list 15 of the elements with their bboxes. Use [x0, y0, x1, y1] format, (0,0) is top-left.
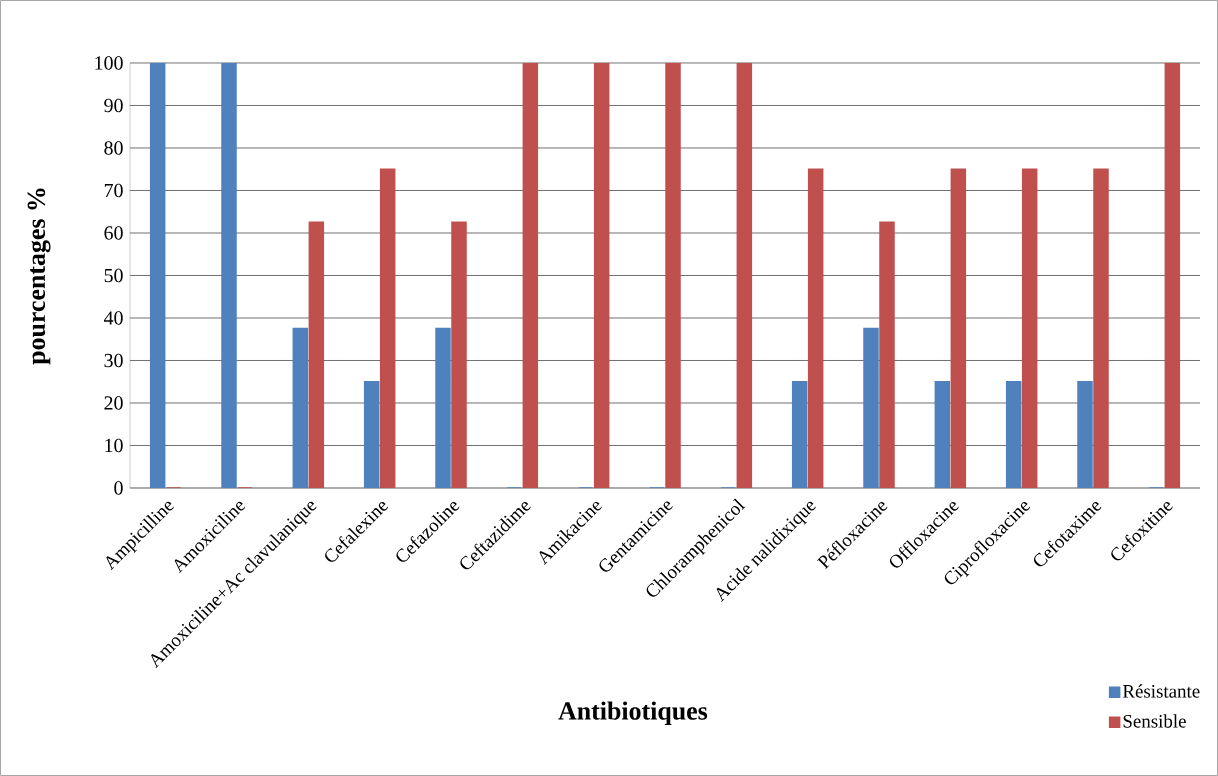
y-tick-label: 40 [103, 311, 123, 325]
y-tick-label: 60 [104, 226, 123, 240]
y-tick-label: 10 [105, 438, 123, 453]
y-tick-label: 70 [104, 183, 123, 198]
y-tick-label: 30 [104, 353, 123, 368]
y-tick-label: 0 [114, 481, 123, 495]
legend-label: Sensible [1123, 714, 1186, 728]
y-axis-title: pourcentages % [27, 188, 51, 365]
x-axis-title: Antibiotiques [558, 701, 708, 725]
y-tick-label: 20 [104, 396, 123, 410]
y-tick-label: 100 [95, 56, 123, 70]
y-tick-label: 80 [104, 141, 123, 155]
y-tick-label: 90 [104, 98, 123, 113]
legend-label: Résistante [1122, 684, 1200, 698]
y-tick-label: 50 [104, 268, 123, 283]
